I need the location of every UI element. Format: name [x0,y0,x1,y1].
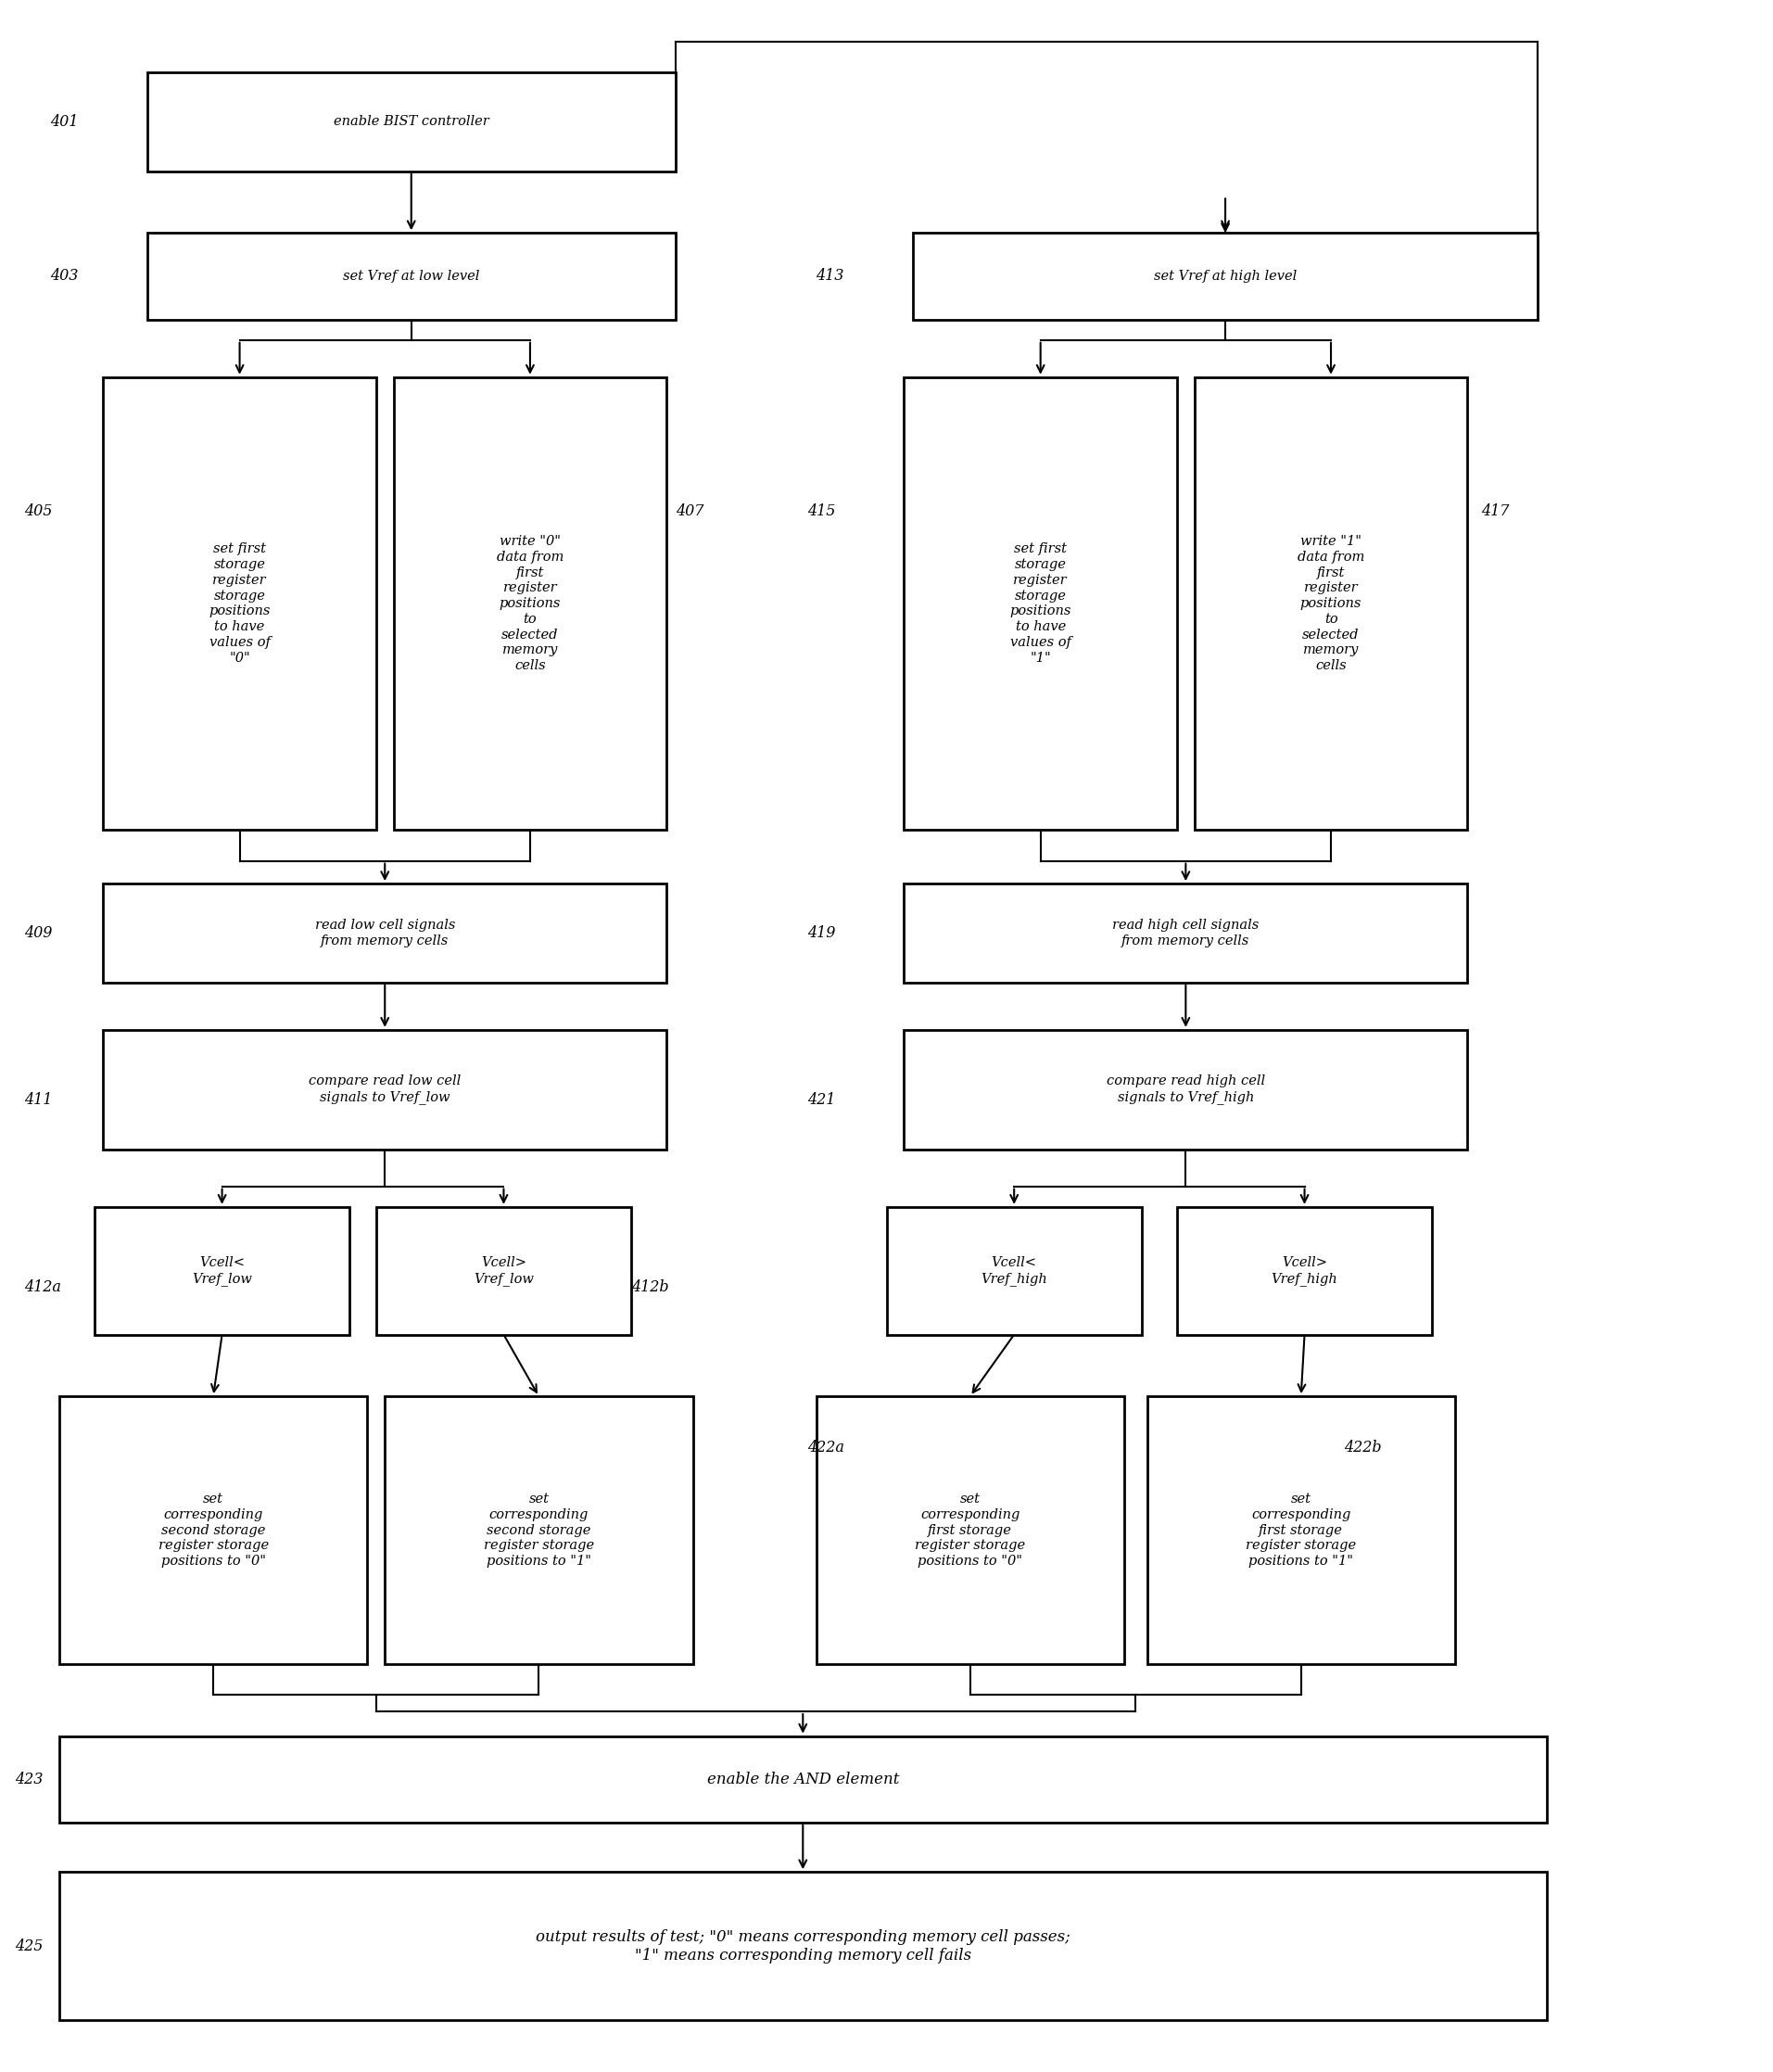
Text: Vcell>
Vref_high: Vcell> Vref_high [1271,1256,1339,1285]
FancyBboxPatch shape [816,1397,1124,1664]
FancyBboxPatch shape [103,377,376,831]
Text: 411: 411 [25,1092,51,1109]
FancyBboxPatch shape [904,377,1177,831]
FancyBboxPatch shape [1195,377,1468,831]
Text: 412b: 412b [631,1278,668,1295]
FancyBboxPatch shape [147,73,676,172]
FancyBboxPatch shape [1147,1397,1456,1664]
Text: Vcell<
Vref_low: Vcell< Vref_low [191,1256,252,1285]
Text: output results of test; "0" means corresponding memory cell passes;
"1" means co: output results of test; "0" means corres… [535,1929,1071,1964]
Text: enable BIST controller: enable BIST controller [333,116,489,128]
FancyBboxPatch shape [886,1206,1142,1334]
Text: 417: 417 [1482,503,1509,518]
Text: compare read low cell
signals to Vref_low: compare read low cell signals to Vref_lo… [309,1075,461,1104]
Text: 403: 403 [50,267,78,284]
FancyBboxPatch shape [904,883,1468,982]
Text: set
corresponding
first storage
register storage
positions to "0": set corresponding first storage register… [915,1492,1025,1569]
Text: write "0"
data from
first
register
positions
to
selected
memory
cells: write "0" data from first register posit… [496,535,564,671]
FancyBboxPatch shape [394,377,667,831]
Text: Vcell<
Vref_high: Vcell< Vref_high [980,1256,1048,1285]
FancyBboxPatch shape [103,1030,667,1150]
FancyBboxPatch shape [59,1736,1546,1823]
Text: 409: 409 [25,926,51,941]
Text: set
corresponding
second storage
register storage
positions to "1": set corresponding second storage registe… [484,1492,594,1569]
FancyBboxPatch shape [59,1397,367,1664]
FancyBboxPatch shape [103,883,667,982]
FancyBboxPatch shape [1177,1206,1433,1334]
FancyBboxPatch shape [59,1871,1546,2020]
Text: read high cell signals
from memory cells: read high cell signals from memory cells [1112,918,1259,947]
Text: 419: 419 [807,926,835,941]
Text: 412a: 412a [25,1278,60,1295]
FancyBboxPatch shape [94,1206,349,1334]
Text: set first
storage
register
storage
positions
to have
values of
"1": set first storage register storage posit… [1011,543,1071,665]
Text: write "1"
data from
first
register
positions
to
selected
memory
cells: write "1" data from first register posit… [1298,535,1365,671]
Text: 407: 407 [676,503,704,518]
Text: set
corresponding
second storage
register storage
positions to "0": set corresponding second storage registe… [158,1492,268,1569]
Text: 401: 401 [50,114,78,131]
FancyBboxPatch shape [385,1397,693,1664]
Text: 413: 413 [816,267,844,284]
Text: set Vref at low level: set Vref at low level [342,269,479,282]
Text: 422b: 422b [1344,1440,1381,1457]
Text: Vcell>
Vref_low: Vcell> Vref_low [473,1256,534,1285]
Text: 423: 423 [16,1772,43,1788]
Text: 422a: 422a [807,1440,844,1457]
Text: 405: 405 [25,503,51,518]
FancyBboxPatch shape [376,1206,631,1334]
FancyBboxPatch shape [913,232,1537,319]
FancyBboxPatch shape [147,232,676,319]
Text: enable the AND element: enable the AND element [707,1772,899,1788]
Text: 425: 425 [16,1937,43,1954]
Text: set first
storage
register
storage
positions
to have
values of
"0": set first storage register storage posit… [209,543,271,665]
FancyBboxPatch shape [904,1030,1468,1150]
Text: 421: 421 [807,1092,835,1109]
Text: 415: 415 [807,503,835,518]
Text: read low cell signals
from memory cells: read low cell signals from memory cells [316,918,456,947]
Text: compare read high cell
signals to Vref_high: compare read high cell signals to Vref_h… [1106,1075,1264,1104]
Text: set
corresponding
first storage
register storage
positions to "1": set corresponding first storage register… [1246,1492,1356,1569]
Text: set Vref at high level: set Vref at high level [1154,269,1296,282]
